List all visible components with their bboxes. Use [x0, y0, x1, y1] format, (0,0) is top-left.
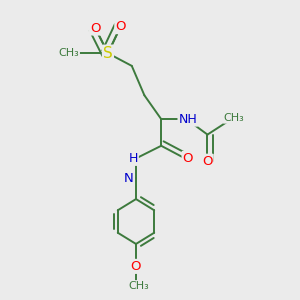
- Text: NH: NH: [178, 113, 197, 126]
- Text: CH₃: CH₃: [128, 281, 149, 291]
- Text: O: O: [202, 155, 213, 168]
- Text: H: H: [128, 152, 138, 165]
- Text: S: S: [103, 46, 113, 61]
- Text: CH₃: CH₃: [224, 113, 244, 123]
- Text: N: N: [124, 172, 134, 184]
- Text: CH₃: CH₃: [58, 48, 79, 58]
- Text: O: O: [90, 22, 101, 34]
- Text: O: O: [183, 152, 193, 165]
- Text: O: O: [115, 20, 126, 33]
- Text: O: O: [131, 260, 141, 273]
